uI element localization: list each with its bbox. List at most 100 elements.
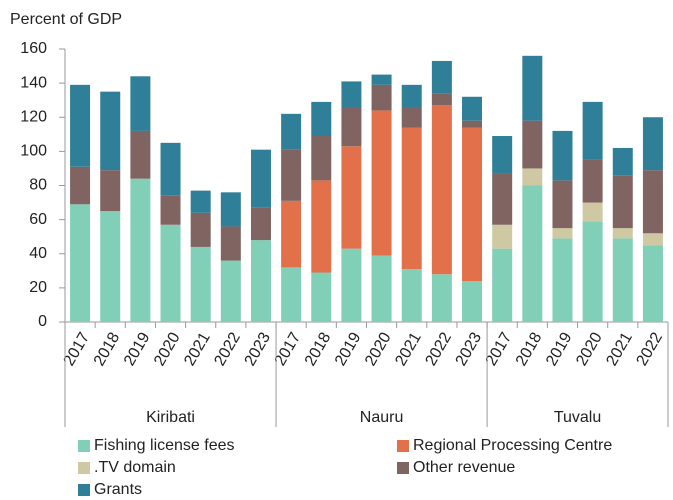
bar-segment xyxy=(371,84,392,111)
bar-segment xyxy=(492,136,513,174)
bar-segment xyxy=(70,166,91,205)
bar-segment xyxy=(281,113,302,150)
bar-segment xyxy=(642,245,663,322)
x-tick-label: 2022 xyxy=(211,330,244,369)
x-tick-label: 2020 xyxy=(362,330,395,369)
bar-segment xyxy=(160,195,181,225)
y-tick-label: 40 xyxy=(29,245,47,262)
bar-segment xyxy=(612,238,633,322)
bar-segment xyxy=(462,96,483,121)
bar-segment xyxy=(220,192,241,227)
bar-segment xyxy=(160,142,181,196)
x-tick-label: 2022 xyxy=(634,330,667,369)
bar-segment xyxy=(130,178,151,322)
bar-segment xyxy=(220,226,241,261)
bar-segment xyxy=(190,212,211,247)
bar-segment xyxy=(341,81,362,108)
bar-segment xyxy=(522,185,543,322)
group-label: Tuvalu xyxy=(554,409,601,426)
bar-segment xyxy=(311,180,332,273)
legend-swatch xyxy=(78,484,90,496)
bar-segment xyxy=(250,149,271,208)
x-tick-label: 2018 xyxy=(302,330,335,369)
x-tick-label: 2017 xyxy=(483,330,516,369)
bar-segment xyxy=(462,127,483,282)
bar-segment xyxy=(492,173,513,225)
bar-segment xyxy=(552,238,573,322)
x-tick-label: 2017 xyxy=(272,330,305,369)
x-tick-label: 2019 xyxy=(121,330,154,369)
legend-label: Regional Processing Centre xyxy=(413,437,612,454)
bar-segment xyxy=(100,170,121,212)
bar-segment xyxy=(492,224,513,249)
y-tick-label: 160 xyxy=(20,40,47,57)
bar-segment xyxy=(401,107,422,128)
legend-label: Other revenue xyxy=(413,459,515,476)
bar-segment xyxy=(431,274,452,322)
x-tick-label: 2020 xyxy=(151,330,184,369)
bar-segment xyxy=(130,130,151,179)
legend-swatch xyxy=(397,440,409,452)
bar-segment xyxy=(130,76,151,131)
bar-segment xyxy=(642,117,663,171)
legend-label: .TV domain xyxy=(94,459,176,476)
bar-segment xyxy=(371,110,392,256)
bar-segment xyxy=(311,272,332,322)
bar-segment xyxy=(401,127,422,270)
bar-segment xyxy=(462,120,483,128)
bar-segment xyxy=(341,107,362,147)
legend-swatch xyxy=(397,462,409,474)
bar-segment xyxy=(371,255,392,322)
bar-segment xyxy=(281,267,302,322)
legend-swatch xyxy=(78,440,90,452)
bar-segment xyxy=(281,200,302,268)
bar-segment xyxy=(341,146,362,249)
x-tick-label: 2022 xyxy=(422,330,455,369)
bar-segment xyxy=(612,228,633,239)
bar-segment xyxy=(612,175,633,229)
y-axis-label: Percent of GDP xyxy=(10,11,122,28)
bar-segment xyxy=(281,149,302,201)
y-tick-label: 20 xyxy=(29,279,47,296)
x-tick-label: 2018 xyxy=(91,330,124,369)
y-tick-label: 80 xyxy=(29,177,47,194)
bar-segment xyxy=(522,168,543,186)
bar-segment xyxy=(642,233,663,246)
x-tick-label: 2019 xyxy=(543,330,576,369)
bar-segment xyxy=(582,101,603,160)
bar-segment xyxy=(401,269,422,322)
x-tick-label: 2019 xyxy=(332,330,365,369)
bar-segment xyxy=(552,130,573,181)
bar-segment xyxy=(70,84,91,167)
x-tick-label: 2021 xyxy=(181,330,214,369)
bar-segment xyxy=(612,147,633,176)
bar-segment xyxy=(160,224,181,322)
bar-segment xyxy=(311,136,332,181)
bar-segment xyxy=(582,202,603,222)
bar-segment xyxy=(250,207,271,241)
bar-segment xyxy=(401,84,422,108)
bar-segment xyxy=(190,246,211,322)
y-tick-label: 0 xyxy=(38,313,47,330)
bar-segment xyxy=(250,240,271,322)
bar-segment xyxy=(642,170,663,234)
bar-segment xyxy=(371,74,392,85)
bar-segment xyxy=(552,228,573,239)
bar-segment xyxy=(100,211,121,322)
bar-segment xyxy=(522,120,543,169)
legend-swatch xyxy=(78,462,90,474)
bar-segment xyxy=(70,204,91,322)
bar-segment xyxy=(462,281,483,322)
x-tick-label: 2017 xyxy=(61,330,94,369)
bar-segment xyxy=(431,93,452,106)
bar-segment xyxy=(582,159,603,203)
x-tick-label: 2021 xyxy=(392,330,425,369)
bar-segment xyxy=(431,60,452,94)
x-tick-label: 2018 xyxy=(513,330,546,369)
bar-segment xyxy=(100,91,121,171)
bar-segment xyxy=(431,105,452,275)
legend-label: Fishing license fees xyxy=(94,437,235,454)
group-label: Kiribati xyxy=(146,409,195,426)
y-tick-label: 100 xyxy=(20,143,47,160)
